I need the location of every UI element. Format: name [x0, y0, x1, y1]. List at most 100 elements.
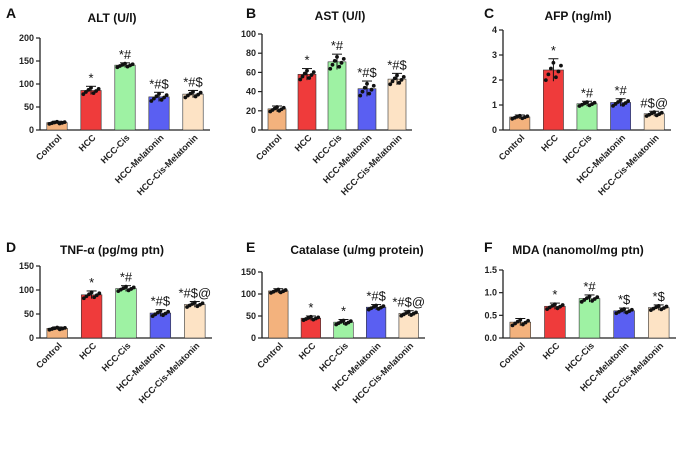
bar-hcc-cis-melatonin [387, 78, 407, 131]
data-point [149, 99, 154, 103]
significance-label: *# [119, 47, 132, 62]
significance-label: *# [331, 38, 344, 53]
data-point [309, 314, 313, 319]
bar-hcc-cis-melatonin [184, 304, 206, 339]
data-point [81, 296, 86, 301]
data-point [399, 77, 404, 82]
y-tick-label: 200 [19, 33, 34, 43]
data-point [330, 62, 335, 67]
category-label: HCC-Cis [563, 341, 596, 374]
data-point [62, 120, 67, 125]
panel-title: AFP (ng/ml) [544, 9, 611, 23]
data-point [157, 92, 161, 96]
data-point [358, 93, 363, 98]
panel-letter: B [246, 5, 256, 21]
panel-a: A ALT (U/l) 0 50 100 150 200 Control * HCC *# HCC-C… [6, 5, 210, 197]
data-point [311, 70, 316, 74]
data-point [298, 77, 303, 82]
y-tick-label: 2 [492, 75, 497, 85]
data-point [362, 85, 367, 90]
data-point [158, 308, 163, 313]
data-point [316, 315, 321, 320]
significance-label: *$ [653, 289, 666, 304]
y-tick-label: 4 [492, 25, 497, 35]
data-point [369, 87, 374, 92]
significance-label: *#$ [149, 76, 169, 91]
y-tick-label: 150 [19, 261, 34, 271]
category-label: HCC [297, 340, 318, 361]
category-label: HCC [541, 340, 562, 361]
category-label: Control [254, 133, 284, 163]
data-point [656, 303, 661, 308]
data-point [517, 113, 522, 118]
y-tick-label: 40 [246, 87, 256, 97]
panel-letter: C [484, 5, 494, 21]
category-label: HCC [539, 132, 560, 153]
data-point [332, 58, 337, 63]
data-point [154, 94, 159, 99]
significance-label: *# [120, 270, 133, 285]
y-tick-label: 100 [19, 79, 34, 89]
data-point [63, 325, 67, 330]
y-tick-label: 3 [492, 50, 497, 60]
data-point [281, 105, 286, 110]
y-tick-label: 150 [19, 56, 34, 66]
data-point [92, 295, 97, 300]
y-tick-label: 80 [246, 48, 256, 58]
data-point [525, 114, 530, 119]
y-tick-label: 0 [251, 125, 256, 135]
y-tick-label: 0 [29, 125, 34, 135]
data-point [560, 303, 565, 307]
significance-label: *#$@ [392, 295, 425, 310]
data-point [622, 307, 626, 311]
data-point [592, 100, 597, 105]
data-point [587, 294, 592, 299]
panel-title: Catalase (u/mg protein) [290, 243, 423, 257]
data-point [335, 55, 339, 59]
y-tick-label: 100 [241, 289, 256, 299]
data-point [86, 88, 91, 92]
data-point [414, 310, 418, 315]
data-point [89, 85, 93, 90]
bar-hcc-cis [115, 288, 137, 339]
category-label: HCC-Cis-Melatonin [339, 133, 404, 198]
panel-b: B AST (U/l) 0 20 40 60 80 100 Control * HCC *# HCC-C… [241, 5, 412, 197]
y-tick-label: 20 [246, 106, 256, 116]
y-tick-label: 100 [241, 29, 256, 39]
bar-hcc-cis [114, 64, 136, 131]
data-point [337, 64, 342, 69]
data-point [283, 288, 288, 292]
panel-title: AST (U/l) [315, 9, 366, 23]
category-label: HCC-Cis-Melatonin [137, 341, 202, 406]
data-point [159, 97, 164, 102]
y-tick-label: 0 [29, 333, 34, 343]
bar-hcc-cis-melatonin [182, 93, 204, 131]
panel-e: E Catalase (u/mg protein) 0 50 100 150 Control… [241, 239, 425, 405]
bar-hcc-cis-melatonin [648, 307, 670, 339]
panel-title: ALT (U/l) [87, 11, 136, 25]
data-point [130, 62, 135, 67]
category-label: HCC-Cis-Melatonin [135, 133, 200, 198]
data-point [629, 307, 634, 312]
data-point [556, 69, 561, 74]
data-point [124, 284, 128, 289]
data-point [548, 66, 553, 71]
data-point [401, 74, 406, 79]
data-point [341, 56, 346, 61]
data-point [131, 285, 136, 290]
significance-label: * [89, 275, 94, 290]
significance-label: * [341, 304, 346, 319]
data-point [381, 304, 386, 309]
data-point [123, 61, 127, 66]
category-label: Control [497, 341, 527, 371]
significance-label: *$ [618, 292, 631, 307]
data-point [87, 292, 91, 297]
panel-letter: F [484, 239, 493, 255]
significance-label: *# [583, 279, 596, 294]
data-point [365, 81, 369, 86]
data-point [595, 295, 600, 300]
data-point [97, 291, 102, 296]
category-label: HCC-Cis-Melatonin [351, 341, 416, 406]
y-tick-label: 50 [24, 102, 34, 112]
significance-label: * [552, 287, 557, 302]
